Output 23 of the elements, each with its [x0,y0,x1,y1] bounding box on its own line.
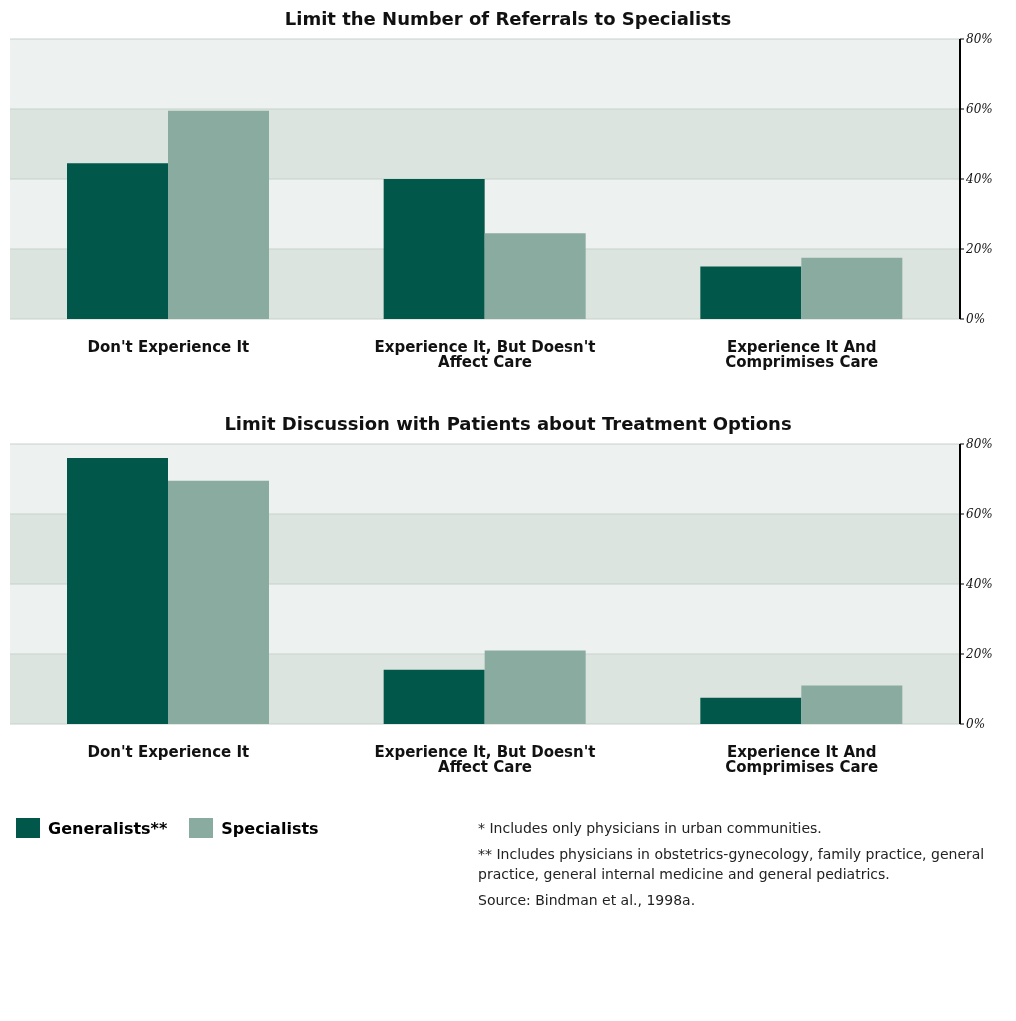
y-tick-label: 40% [965,577,993,592]
y-tick-label: 0% [966,312,986,327]
legend-label: Generalists** [48,818,168,838]
y-tick-label: 80% [966,437,993,452]
y-tick-label: 0% [966,717,986,732]
y-tick-label: 80% [966,32,993,47]
x-tick-label: Experience It And Comprimises Care [725,337,879,371]
x-tick-label: Don't Experience It [87,742,250,761]
y-tick-label: 20% [965,242,993,257]
x-tick-label: Experience It And Comprimises Care [725,742,879,776]
legend-label: Specialists [221,818,319,838]
y-tick-label: 20% [965,647,993,662]
source-note: Source: Bindman et al., 1998a. [478,891,697,910]
y-tick-label: 60% [966,102,993,117]
x-tick-label: Experience It, But Doesn't Affect Care [374,742,596,776]
y-tick-label: 40% [965,172,993,187]
text: * Includes only physicians in urban communities. [478,819,823,838]
chart-title: Limit Discussion with Patients about Treatment Options [223,413,793,434]
x-tick-label: Experience It, But Doesn't Affect Care [374,337,596,371]
x-tick-label: Don't Experience It [87,337,250,356]
text: ** Includes physicians in obstetrics-gynecology, family practice, general practice, general internal medicine and general pediatrics. [478,845,986,884]
chart-title: Limit the Number of Referrals to Specialists [283,8,733,29]
y-tick-label: 60% [966,507,993,522]
